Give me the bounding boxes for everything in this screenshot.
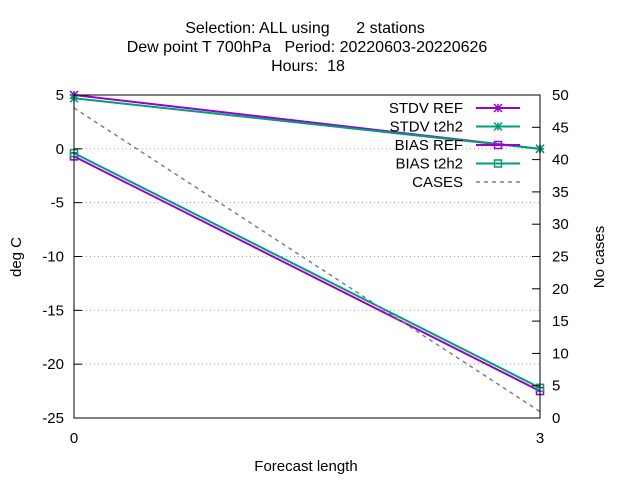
legend-marker-2 [493,140,503,150]
y2-tick-label-45: 45 [552,119,569,136]
legend-marker-1-d2 [493,121,503,132]
y2-tick-label-10: 10 [552,345,569,362]
title-line-3: Hours: 18 [271,58,345,75]
y-tick-label--5: -5 [51,195,64,212]
y2-tick-label-0: 0 [552,410,560,427]
y-tick-label-5: 5 [56,87,64,104]
y-tick-label-0: 0 [56,141,64,158]
legend-marker-1 [493,121,503,132]
y2-tick-label-20: 20 [552,281,569,298]
series-layer [69,90,545,413]
legend-marker-0-d2 [493,103,503,113]
series-line-4 [73,107,541,413]
legend-label-1: STDV t2h2 [390,119,463,136]
x-tick-label-0: 0 [70,430,78,447]
x-tick-label-3: 3 [536,430,544,447]
y2-tick-label-5: 5 [552,378,560,395]
x-axis-label: Forecast length [254,458,357,475]
y-axis-label: deg C [8,237,25,277]
title-line-1: Selection: ALL using 2 stations [185,20,425,37]
y2-tick-label-50: 50 [552,87,569,104]
y-tick-label--20: -20 [42,356,64,373]
title-line-2: Dew point T 700hPa Period: 20220603-2022… [127,39,488,56]
series-line-2 [73,155,541,392]
y-tick-label--15: -15 [42,302,64,319]
legend-label-0: STDV REF [389,100,463,117]
series-line-1 [73,97,541,150]
legend-label-4: CASES [412,174,463,191]
y-tick-label--10: -10 [42,249,64,266]
chart-title: Selection: ALL using 2 stations Dew poin… [127,20,488,75]
legend-marker-3 [493,159,503,168]
y2-tick-label-30: 30 [552,216,569,233]
legend-label-2: BIAS REF [395,137,463,154]
y2-tick-label-40: 40 [552,152,569,169]
y2-tick-label-25: 25 [552,249,569,266]
legend-label-3: BIAS t2h2 [395,156,463,173]
grid-lines [74,148,540,365]
y-tick-label--25: -25 [42,410,64,427]
legend-marker-0 [493,103,503,113]
y2-axis-label: No cases [591,226,608,289]
series-line-3 [73,152,541,389]
y2-tick-label-35: 35 [552,184,569,201]
y2-tick-label-15: 15 [552,313,569,330]
